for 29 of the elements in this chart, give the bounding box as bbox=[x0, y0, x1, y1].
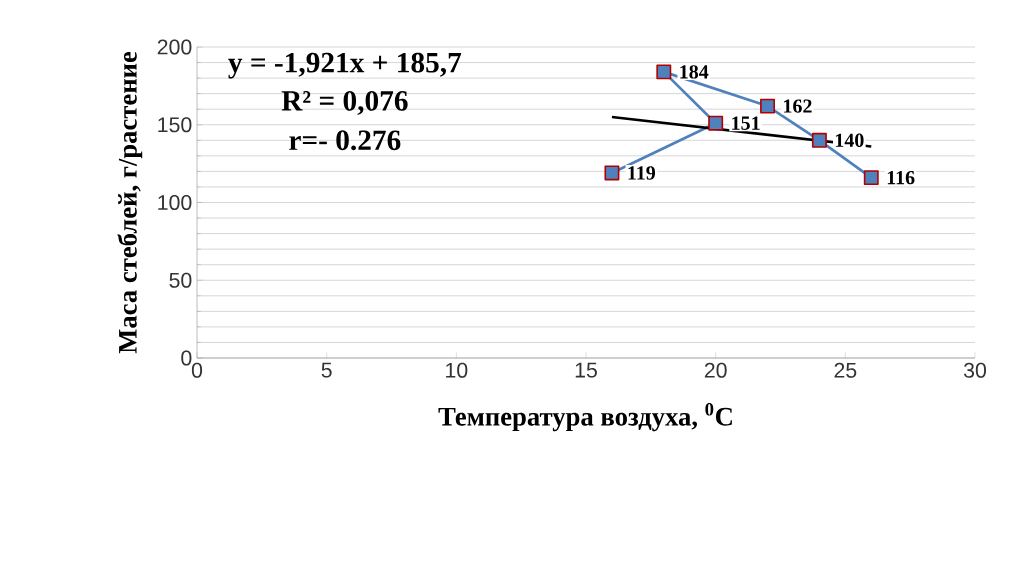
point bbox=[811, 132, 827, 148]
annotation: r=- 0.276 bbox=[289, 130, 401, 151]
x-tick-label: 0 bbox=[191, 362, 203, 378]
x-tick-label: 10 bbox=[446, 362, 468, 378]
y-tick-label: 150 bbox=[158, 117, 192, 133]
x-tick-label: 5 bbox=[321, 362, 332, 378]
data-label: 151 bbox=[732, 116, 760, 130]
x-tick-label: 30 bbox=[963, 362, 987, 378]
x-tick-label: 20 bbox=[704, 362, 727, 378]
y-tick-label: 100 bbox=[158, 194, 192, 211]
point bbox=[708, 115, 724, 131]
y-tick-label: 50 bbox=[169, 272, 192, 288]
point bbox=[604, 165, 620, 181]
x-axis-title: Температура воздуха, $^{0}$C bbox=[438, 402, 732, 432]
annotation: y = -1,921x + 185,7 bbox=[228, 52, 462, 79]
x-tick-label: 25 bbox=[834, 362, 857, 378]
point bbox=[760, 98, 775, 114]
point bbox=[656, 64, 672, 80]
y-axis-title: Маса стеблей, г/растение bbox=[117, 51, 143, 354]
y-tick-label: 200 bbox=[157, 39, 192, 55]
data-label: 184 bbox=[680, 65, 709, 79]
data-label: 140 bbox=[835, 133, 864, 148]
data-label: 162 bbox=[784, 99, 812, 113]
x-tick-label: 15 bbox=[575, 362, 597, 378]
annotation: R² = 0,076 bbox=[281, 90, 408, 115]
data-label: 119 bbox=[628, 166, 656, 180]
point bbox=[863, 170, 879, 186]
data-label: 116 bbox=[887, 170, 915, 185]
y-tick-label: 0 bbox=[181, 350, 192, 366]
